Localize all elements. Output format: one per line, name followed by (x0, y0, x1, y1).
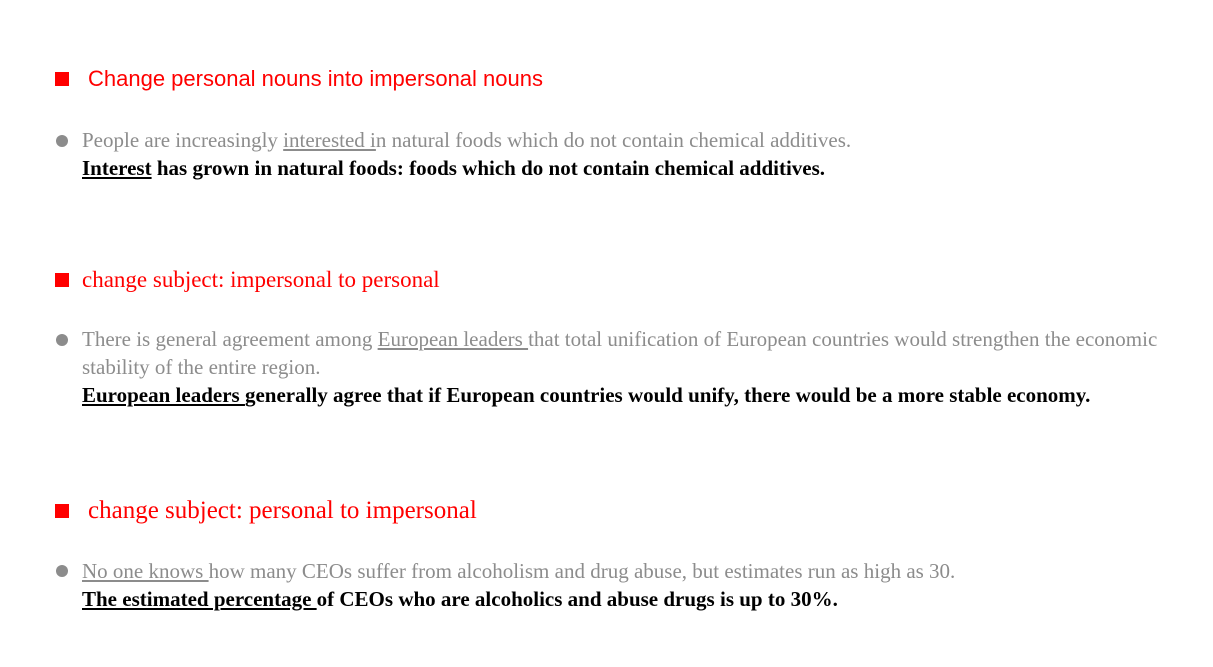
section-heading-text: change subject: personal to impersonal (88, 497, 477, 524)
original-text-post: n natural foods which do not contain che… (375, 128, 852, 152)
example-item-2: There is general agreement among Europea… (56, 325, 1186, 409)
revised-sentence: Interest has grown in natural foods: foo… (82, 154, 1186, 182)
example-item-1: People are increasingly interested in na… (56, 126, 1186, 182)
red-square-bullet-icon (55, 72, 69, 86)
revised-text-post: generally agree that if European countri… (244, 383, 1091, 407)
original-sentence: People are increasingly interested in na… (82, 126, 1186, 154)
original-text-pre: People are increasingly (82, 128, 284, 152)
revised-sentence: The estimated percentage of CEOs who are… (82, 585, 1186, 613)
original-sentence: No one knows how many CEOs suffer from a… (82, 557, 1186, 585)
original-underlined-phrase: interested i (283, 128, 376, 152)
example-item-3: No one knows how many CEOs suffer from a… (56, 557, 1186, 613)
red-square-bullet-icon (55, 504, 69, 518)
grey-circle-bullet-icon (56, 565, 68, 577)
revised-sentence: European leaders generally agree that if… (82, 381, 1186, 409)
section-heading-text: Change personal nouns into impersonal no… (88, 66, 543, 91)
red-square-bullet-icon (55, 273, 69, 287)
original-underlined-phrase: No one knows (82, 559, 209, 583)
section-heading-2: change subject: impersonal to personal (55, 267, 440, 293)
original-underlined-phrase: European leaders (377, 327, 529, 351)
revised-underlined-phrase: Interest (82, 156, 152, 180)
grey-circle-bullet-icon (56, 135, 68, 147)
section-heading-3: change subject: personal to impersonal (55, 497, 477, 525)
section-heading-text: change subject: impersonal to personal (82, 267, 440, 292)
original-text-post: how many CEOs suffer from alcoholism and… (208, 559, 956, 583)
original-text-post: that total unification of European count… (82, 327, 1158, 379)
original-text-pre: There is general agreement among (82, 327, 378, 351)
section-heading-1: Change personal nouns into impersonal no… (55, 66, 543, 92)
original-sentence: There is general agreement among Europea… (82, 325, 1186, 381)
revised-text-post: of CEOs who are alcoholics and abuse dru… (316, 587, 838, 611)
revised-underlined-phrase: The estimated percentage (82, 587, 317, 611)
revised-underlined-phrase: European leaders (82, 383, 245, 407)
revised-text-post: has grown in natural foods: foods which … (151, 156, 826, 180)
grey-circle-bullet-icon (56, 334, 68, 346)
